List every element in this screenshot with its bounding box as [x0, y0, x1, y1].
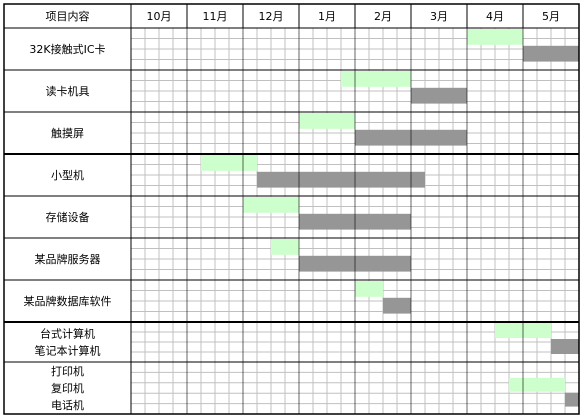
month-label: 3月: [430, 10, 448, 23]
row-label: 电话机: [51, 398, 84, 412]
month-label: 10月: [147, 10, 172, 23]
plan-bar: [509, 377, 565, 392]
row-label: 存储设备: [46, 210, 90, 224]
row-label: 某品牌服务器: [35, 252, 101, 266]
plan-bar: [299, 113, 355, 129]
month-label: 5月: [542, 10, 560, 23]
row-label: 小型机: [51, 168, 84, 182]
row-label: 打印机: [51, 364, 84, 378]
actual-bar: [383, 297, 411, 314]
actual-bar: [411, 87, 467, 104]
actual-bar: [257, 171, 425, 188]
plan-bar: [355, 281, 383, 297]
plan-bar: [467, 29, 523, 45]
row-label: 读卡机具: [46, 84, 90, 98]
month-label: 1月: [318, 10, 336, 23]
actual-bar: [565, 392, 579, 407]
table-border: [3, 3, 580, 415]
plan-bar: [341, 71, 411, 87]
month-label: 11月: [203, 10, 228, 23]
row-label: 32K接触式IC卡: [29, 42, 105, 56]
row-label: 触摸屏: [51, 126, 84, 140]
header-label: 项目内容: [46, 9, 90, 23]
actual-bar: [551, 339, 579, 354]
row-label: 笔记本计算机: [35, 344, 101, 358]
row-label: 某品牌数据库软件: [24, 294, 112, 308]
plan-bar: [201, 155, 257, 171]
plan-bar: [271, 239, 299, 255]
month-label: 12月: [259, 10, 284, 23]
plan-bar: [243, 197, 299, 213]
actual-bar: [523, 45, 579, 62]
month-label: 4月: [486, 10, 504, 23]
row-label: 台式计算机: [40, 327, 95, 341]
row-label: 复印机: [51, 381, 84, 395]
month-label: 2月: [374, 10, 392, 23]
